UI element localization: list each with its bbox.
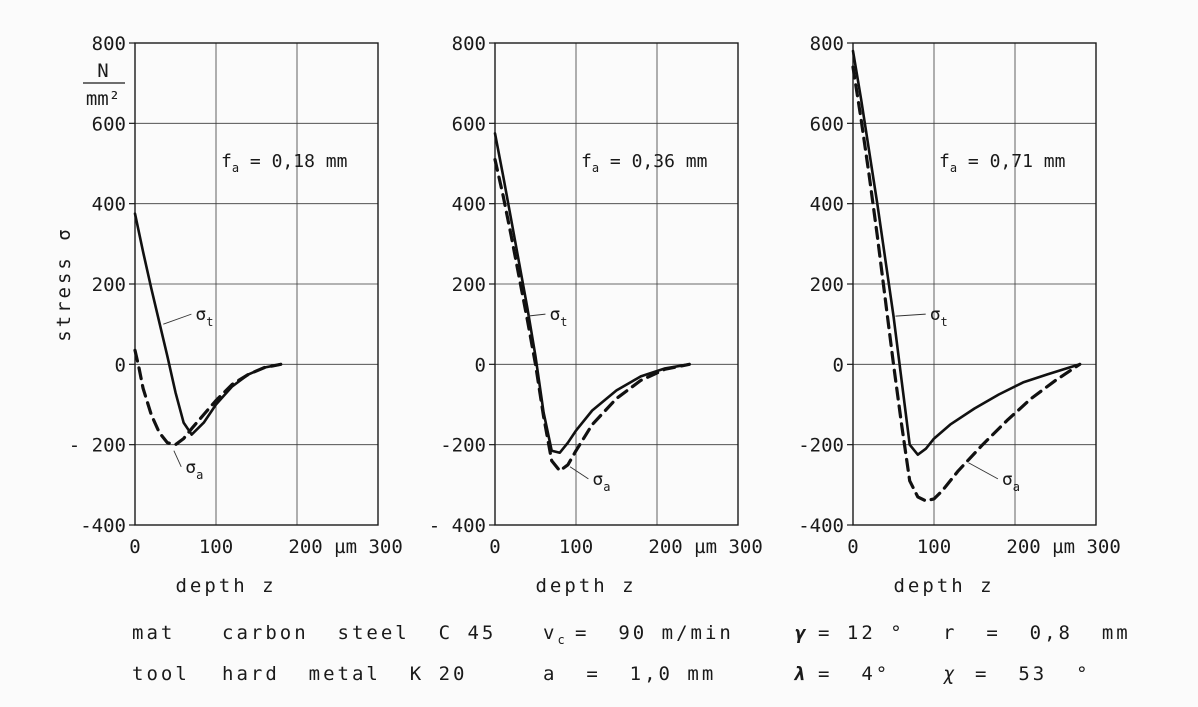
x-tick-label: 100 xyxy=(917,536,951,558)
unit-denominator: mm² xyxy=(86,88,120,110)
feed-annotation: fa = 0,36 mm xyxy=(581,151,707,175)
series-leader-line xyxy=(173,450,182,467)
x-axis-label: depth z xyxy=(175,575,276,597)
series-label-sigma-t: σt xyxy=(195,304,213,329)
y-tick-label: 0 xyxy=(833,354,844,376)
series-leader-line xyxy=(569,466,589,480)
y-tick-label: -200 xyxy=(440,435,486,457)
unit-numerator: N xyxy=(97,60,108,82)
y-tick-label: 0 xyxy=(475,354,486,376)
x-tick-label: 200 µm 300 xyxy=(288,536,402,558)
y-tick-label: 400 xyxy=(810,194,844,216)
series-label-sigma-a: σa xyxy=(592,469,610,494)
series-line-sigma-t xyxy=(851,49,1082,457)
y-tick-label: - 200 xyxy=(69,435,126,457)
y-axis-label: stress σ xyxy=(53,226,75,342)
y-tick-label: 600 xyxy=(810,113,844,135)
series-label-sigma-a: σa xyxy=(1002,469,1020,494)
y-tick-label: -400 xyxy=(798,515,844,537)
series-leader-line xyxy=(163,313,192,325)
series-leader-line xyxy=(895,313,926,317)
x-tick-label: 100 xyxy=(559,536,593,558)
y-tick-label: 0 xyxy=(115,354,126,376)
series-label-sigma-a: σa xyxy=(185,457,203,482)
y-tick-label: 600 xyxy=(92,113,126,135)
feed-annotation: fa = 0,71 mm xyxy=(939,151,1065,175)
series-line-sigma-a xyxy=(133,348,283,447)
y-tick-label: 800 xyxy=(452,33,486,55)
x-axis-label: depth z xyxy=(893,575,994,597)
x-tick-label: 100 xyxy=(199,536,233,558)
series-line-sigma-a xyxy=(493,157,692,473)
x-axis-label: depth z xyxy=(535,575,636,597)
series-leader-line xyxy=(527,313,546,317)
y-tick-label: 200 xyxy=(92,274,126,296)
y-tick-label: 400 xyxy=(92,194,126,216)
y-tick-label: 600 xyxy=(452,113,486,135)
series-line-sigma-t xyxy=(493,132,691,455)
y-tick-label: -400 xyxy=(80,515,126,537)
y-tick-label: -200 xyxy=(798,435,844,457)
y-tick-label: 800 xyxy=(810,33,844,55)
x-tick-label: 0 xyxy=(129,536,140,558)
x-tick-label: 0 xyxy=(489,536,500,558)
series-line-sigma-a xyxy=(851,65,1082,503)
series-label-sigma-t: σt xyxy=(549,304,567,329)
x-tick-label: 200 µm 300 xyxy=(1006,536,1120,558)
y-tick-label: 200 xyxy=(810,274,844,296)
series-leader-line xyxy=(968,462,999,480)
series-label-sigma-t: σt xyxy=(930,304,948,329)
y-tick-label: 800 xyxy=(92,33,126,55)
x-tick-label: 0 xyxy=(847,536,858,558)
y-tick-label: 200 xyxy=(452,274,486,296)
feed-annotation: fa = 0,18 mm xyxy=(221,151,347,175)
x-tick-label: 200 µm 300 xyxy=(648,536,762,558)
y-tick-label: 400 xyxy=(452,194,486,216)
y-tick-label: - 400 xyxy=(429,515,486,537)
